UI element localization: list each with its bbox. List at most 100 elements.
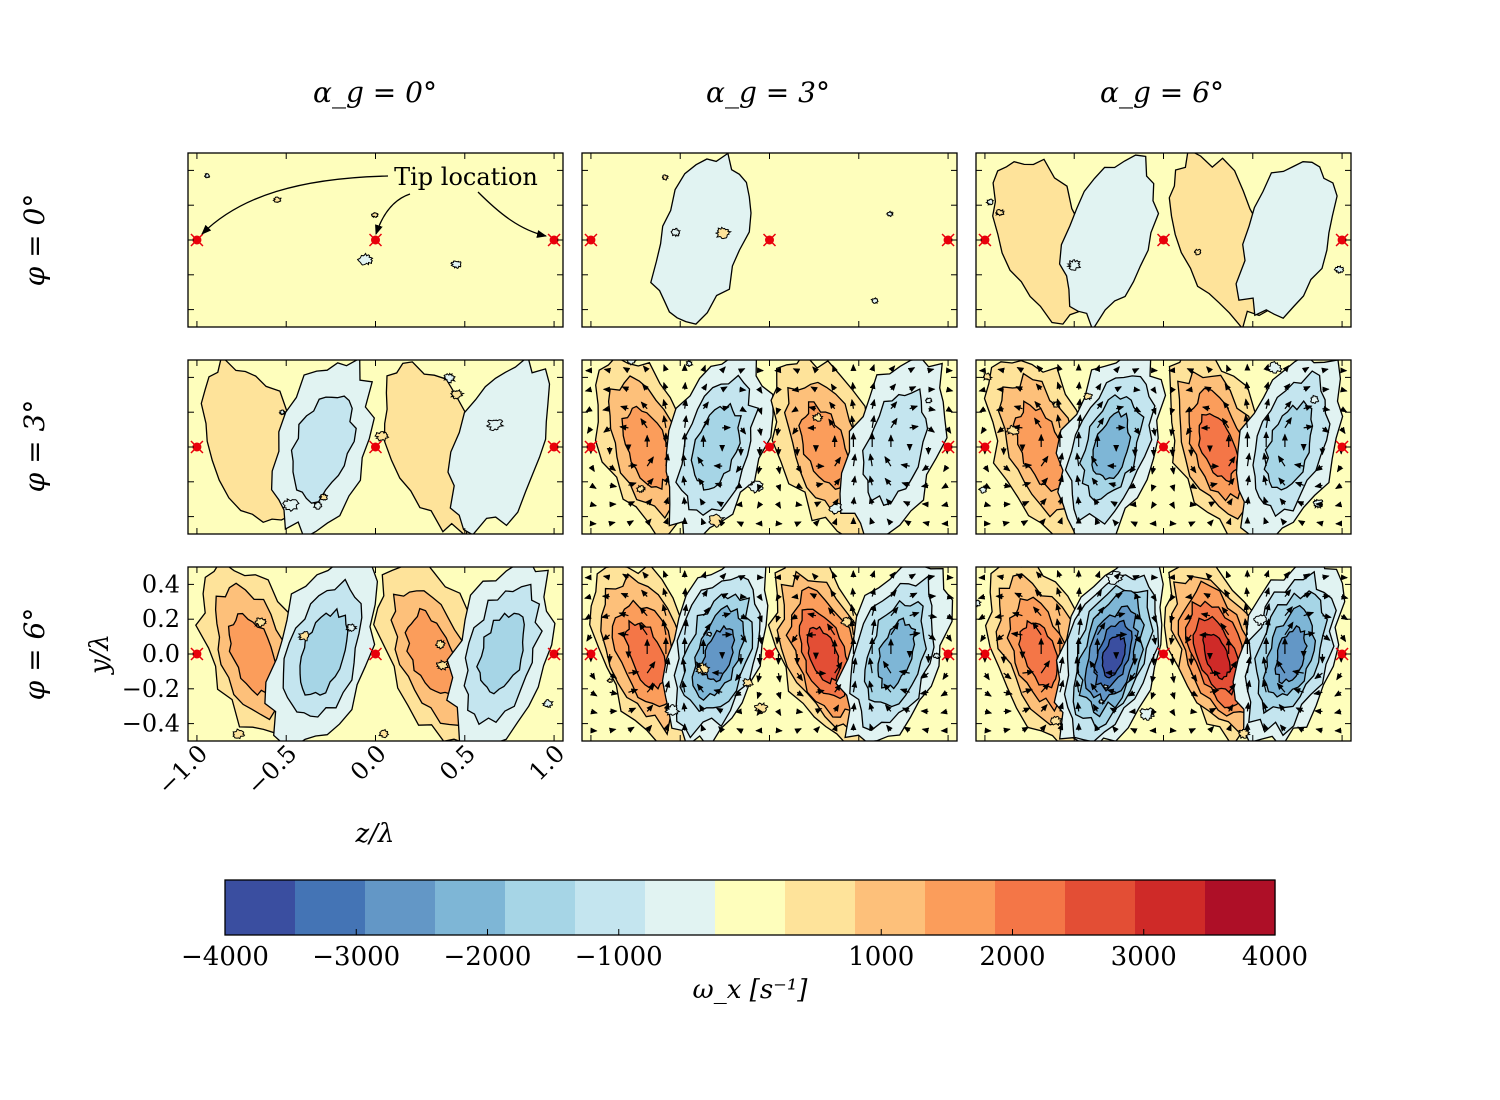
- velocity-arrow: [681, 475, 688, 486]
- noise-contour: [278, 409, 286, 416]
- velocity-arrow: [1055, 603, 1062, 616]
- y-tick-label: 0.4: [142, 570, 180, 598]
- velocity-arrow: [1190, 690, 1199, 697]
- velocity-arrow: [1208, 501, 1216, 508]
- velocity-arrow: [1096, 622, 1106, 636]
- noise-contour: [1333, 264, 1345, 274]
- velocity-arrow: [1075, 587, 1082, 597]
- tip-annotation-text: Tip location: [394, 163, 538, 191]
- velocity-arrow: [734, 708, 743, 715]
- velocity-arrow: [832, 498, 839, 506]
- velocity-arrow: [807, 612, 817, 619]
- velocity-arrow: [1169, 407, 1176, 416]
- velocity-arrow: [626, 520, 635, 527]
- velocity-arrow: [756, 691, 763, 700]
- velocity-arrow: [1221, 606, 1230, 617]
- velocity-arrow: [1151, 427, 1157, 437]
- noise-contour: [1098, 699, 1106, 705]
- velocity-arrow: [603, 367, 612, 374]
- velocity-arrow: [740, 634, 748, 643]
- velocity-arrow: [1091, 477, 1099, 486]
- velocity-arrow: [832, 364, 838, 373]
- velocity-arrow: [775, 691, 782, 700]
- velocity-arrow: [696, 683, 704, 693]
- velocity-arrow: [1245, 452, 1252, 467]
- velocity-arrow: [1095, 589, 1102, 597]
- velocity-arrow: [1276, 659, 1286, 674]
- velocity-arrow: [870, 618, 877, 635]
- velocity-arrow: [600, 613, 610, 620]
- velocity-arrow: [775, 427, 782, 437]
- velocity-arrow: [756, 673, 763, 683]
- velocity-arrow: [1058, 474, 1064, 486]
- velocity-arrow: [884, 704, 892, 712]
- velocity-arrow: [945, 386, 954, 393]
- velocity-arrow: [983, 482, 991, 490]
- noise-contour: [282, 498, 300, 513]
- velocity-arrow: [644, 518, 652, 526]
- velocity-arrow: [1034, 400, 1042, 410]
- velocity-arrow: [1090, 455, 1098, 467]
- velocity-arrow: [586, 634, 593, 642]
- velocity-arrow: [888, 365, 896, 373]
- velocity-arrow: [1133, 406, 1142, 413]
- velocity-arrow: [1339, 406, 1348, 413]
- velocity-arrow: [682, 619, 689, 635]
- velocity-arrow: [603, 426, 611, 433]
- velocity-arrow: [903, 726, 911, 733]
- velocity-arrow: [1132, 574, 1140, 581]
- colorbar-swatch: [365, 880, 436, 935]
- panel-r2-c0: 0.4 0.2 0.0 −0.2 −0.4−1.0 −0.5 0.0 0.5 1.0: [122, 566, 570, 800]
- velocity-arrow: [775, 673, 782, 683]
- velocity-arrow: [736, 521, 745, 528]
- colorbar-swatch: [575, 880, 646, 935]
- noise-contour: [450, 260, 462, 270]
- velocity-arrow: [909, 631, 921, 638]
- velocity-arrow: [868, 496, 875, 505]
- velocity-arrow: [740, 613, 748, 620]
- velocity-arrow: [1074, 679, 1081, 693]
- y-tick-label: 0.2: [142, 605, 180, 633]
- velocity-arrow: [698, 477, 705, 486]
- velocity-arrow: [1055, 414, 1062, 428]
- velocity-arrow: [1096, 606, 1105, 617]
- velocity-arrow: [1322, 634, 1331, 641]
- velocity-arrow: [663, 496, 670, 505]
- velocity-arrow: [1315, 464, 1323, 472]
- colorbar-tick-label: −4000: [181, 942, 269, 972]
- noise-contour: [606, 677, 614, 683]
- velocity-arrow: [775, 634, 781, 645]
- velocity-arrow: [1169, 386, 1176, 395]
- velocity-arrow: [909, 424, 919, 431]
- velocity-arrow: [908, 386, 917, 393]
- velocity-arrow: [1169, 692, 1176, 700]
- panel-r1-c2: [975, 359, 1352, 535]
- noise-contour: [450, 388, 465, 400]
- velocity-arrow: [1227, 477, 1235, 486]
- velocity-arrow: [1128, 672, 1136, 682]
- velocity-arrow: [1022, 669, 1035, 676]
- tip-marker: [1156, 647, 1171, 661]
- velocity-arrow: [1225, 723, 1232, 732]
- velocity-arrow: [713, 688, 723, 695]
- panel-r1-c1: [581, 359, 958, 535]
- velocity-arrow: [1185, 386, 1193, 393]
- velocity-arrow: [1189, 465, 1197, 474]
- velocity-arrow: [1116, 612, 1126, 618]
- velocity-arrow: [1150, 501, 1158, 509]
- velocity-arrow: [831, 724, 838, 732]
- velocity-arrow: [1150, 466, 1157, 475]
- column-title-1: α_g = 3°: [706, 76, 830, 109]
- vorticity-contour: [476, 612, 525, 695]
- velocity-arrow: [870, 587, 876, 597]
- velocity-arrow: [811, 572, 819, 581]
- velocity-arrow: [1003, 482, 1012, 489]
- velocity-arrow: [1058, 656, 1065, 674]
- velocity-arrow: [702, 418, 710, 429]
- velocity-arrow: [1264, 603, 1271, 616]
- noise-contour: [1102, 683, 1109, 689]
- velocity-arrow: [1056, 569, 1063, 578]
- velocity-arrow: [646, 704, 654, 712]
- velocity-arrow: [920, 482, 929, 489]
- noise-contour: [870, 297, 879, 304]
